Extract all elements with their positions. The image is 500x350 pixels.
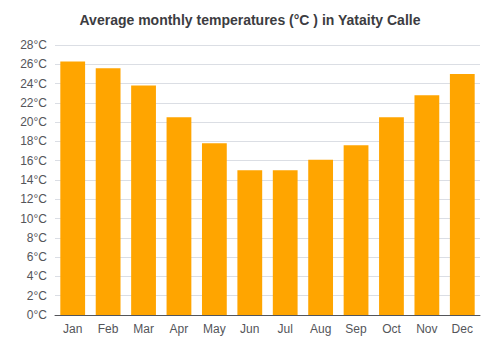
- svg-text:Feb: Feb: [98, 322, 119, 336]
- svg-text:24°C: 24°C: [20, 77, 47, 91]
- svg-text:Average monthly temperatures (: Average monthly temperatures (°C ) in Ya…: [80, 12, 421, 28]
- svg-text:May: May: [203, 322, 226, 336]
- svg-text:Apr: Apr: [170, 322, 189, 336]
- svg-text:16°C: 16°C: [20, 154, 47, 168]
- svg-text:Aug: Aug: [310, 322, 331, 336]
- svg-text:28°C: 28°C: [20, 38, 47, 52]
- svg-text:Jun: Jun: [240, 322, 259, 336]
- svg-text:14°C: 14°C: [20, 173, 47, 187]
- svg-text:Sep: Sep: [345, 322, 367, 336]
- svg-text:Mar: Mar: [133, 322, 154, 336]
- svg-text:Nov: Nov: [416, 322, 437, 336]
- svg-text:Jul: Jul: [278, 322, 293, 336]
- svg-text:Jan: Jan: [63, 322, 82, 336]
- svg-text:6°C: 6°C: [27, 250, 47, 264]
- svg-text:Dec: Dec: [452, 322, 473, 336]
- svg-text:26°C: 26°C: [20, 57, 47, 71]
- svg-text:0°C: 0°C: [27, 308, 47, 322]
- svg-text:10°C: 10°C: [20, 212, 47, 226]
- svg-text:22°C: 22°C: [20, 96, 47, 110]
- svg-text:18°C: 18°C: [20, 134, 47, 148]
- svg-text:12°C: 12°C: [20, 192, 47, 206]
- svg-text:4°C: 4°C: [27, 269, 47, 283]
- svg-text:8°C: 8°C: [27, 231, 47, 245]
- svg-text:2°C: 2°C: [27, 289, 47, 303]
- svg-text:20°C: 20°C: [20, 115, 47, 129]
- svg-text:Oct: Oct: [382, 322, 401, 336]
